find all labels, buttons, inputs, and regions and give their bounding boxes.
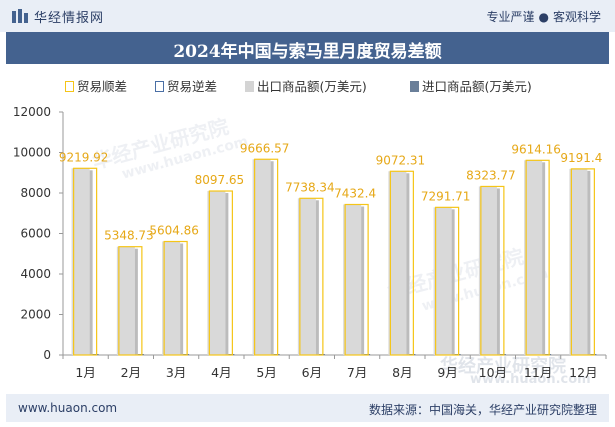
legend-label-deficit: 贸易逆差 (167, 79, 218, 94)
data-label: 9614.16 (511, 142, 561, 156)
x-tick-label: 1月 (75, 365, 95, 380)
legend-item-exports: 出口商品额(万美元) (245, 76, 367, 95)
legend-swatch-surplus (65, 81, 74, 92)
legend-swatch-imports (410, 81, 419, 92)
chart-title: 2024年中国与索马里月度贸易差额 (173, 42, 442, 62)
chart-plot: 0 2000 4000 6000 8000 10000 12000 9219.92 1月 5348… (13, 105, 607, 380)
legend-swatch-exports (245, 81, 254, 92)
data-label: 8097.65 (195, 173, 245, 187)
x-tick-label: 9月 (437, 365, 457, 380)
x-tick-label: 4月 (211, 365, 231, 380)
bar-surplus (525, 159, 550, 356)
data-label: 9191.4 (560, 151, 602, 165)
bar-surplus (389, 170, 414, 356)
brand-logo-icon (12, 9, 28, 23)
bar-export (388, 171, 407, 355)
data-label: 5604.86 (149, 224, 199, 238)
bar-export (162, 241, 181, 355)
bar-surplus (163, 240, 188, 356)
legend-label-surplus: 贸易顺差 (77, 79, 128, 94)
x-tick-label: 8月 (392, 365, 412, 380)
bar-surplus (208, 190, 233, 356)
watermark-url-3: www.huaon.com (470, 372, 591, 387)
bar-export (116, 246, 135, 355)
legend-label-exports: 出口商品额(万美元) (257, 79, 367, 94)
x-tick-label: 10月 (479, 365, 507, 380)
x-tick-label: 6月 (302, 365, 322, 380)
data-label: 7432.4 (334, 186, 376, 200)
y-tick-label: 12000 (13, 105, 51, 119)
tagline-right: 客观科学 (552, 10, 601, 24)
bar-export-side (496, 188, 500, 355)
data-label: 8323.77 (466, 168, 516, 182)
bar-surplus (73, 167, 98, 356)
y-tick-label: 0 (43, 348, 51, 362)
data-label: 5348.73 (104, 229, 154, 243)
bar-export (207, 191, 226, 355)
bar-export-side (361, 206, 365, 355)
bar-export (569, 168, 588, 355)
y-tick-label: 10000 (13, 146, 51, 160)
bar-surplus (299, 197, 324, 356)
bar-surplus (344, 203, 369, 356)
bar-export-side (89, 170, 93, 355)
data-label: 9666.57 (240, 141, 290, 155)
x-tick-label: 3月 (166, 365, 186, 380)
bar-export (343, 204, 362, 355)
x-tick-label: 5月 (256, 365, 276, 380)
legend-item-surplus: 贸易顺差 (65, 76, 127, 95)
legend-label-imports: 进口商品额(万美元) (422, 79, 532, 94)
x-tick-label: 12月 (569, 365, 597, 380)
bar-export-side (587, 170, 591, 355)
data-label: 9072.31 (376, 153, 426, 167)
bar-export (433, 207, 452, 355)
tagline: 专业严谨 ● 客观科学 (486, 8, 601, 25)
y-tick-label: 2000 (20, 308, 51, 322)
bar-surplus (480, 185, 505, 356)
footer-url: www.huaon.com (18, 401, 118, 415)
data-label: 7291.71 (421, 189, 471, 203)
x-tick-label: 2月 (121, 365, 141, 380)
tagline-separator: ● (538, 10, 549, 24)
tagline-left: 专业严谨 (486, 10, 535, 24)
bar-export (524, 160, 543, 355)
x-tick-label: 11月 (524, 365, 552, 380)
data-label: 7738.34 (285, 180, 335, 194)
bar-surplus (254, 158, 279, 356)
y-tick-label: 8000 (20, 186, 51, 200)
bar-export (297, 198, 316, 355)
bar-export-side (225, 193, 229, 355)
footer-source: 数据来源：中国海关，华经产业研究院整理 (368, 403, 597, 417)
legend-item-deficit: 贸易逆差 (155, 76, 217, 95)
brand-name: 华经情报网 (34, 11, 105, 26)
bar-surplus (435, 206, 460, 356)
bar-export-side (134, 248, 138, 355)
bar-export (252, 159, 271, 355)
y-tick-label: 4000 (20, 267, 51, 281)
watermark-cn-3: 华经产业研究院 (440, 356, 566, 377)
legend-swatch-deficit (155, 81, 164, 92)
y-tick-label: 6000 (20, 227, 51, 241)
bar-export (71, 168, 90, 355)
header-bar: 华经情报网 专业严谨 ● 客观科学 (0, 0, 615, 32)
x-tick-label: 7月 (347, 365, 367, 380)
bar-export-side (315, 200, 319, 355)
data-label: 9219.92 (59, 150, 109, 164)
bar-export-side (451, 209, 455, 355)
bar-surplus (570, 168, 595, 356)
footer-bar: www.huaon.com 数据来源：中国海关，华经产业研究院整理 (6, 394, 609, 422)
bar-export-side (180, 243, 184, 355)
bar-surplus (118, 246, 143, 356)
legend-item-imports: 进口商品额(万美元) (410, 76, 532, 95)
title-bar: 2024年中国与索马里月度贸易差额 (6, 32, 609, 64)
bar-export (478, 186, 497, 355)
bar-export-side (406, 173, 410, 355)
bar-export-side (270, 161, 274, 355)
bar-export-side (542, 162, 546, 355)
